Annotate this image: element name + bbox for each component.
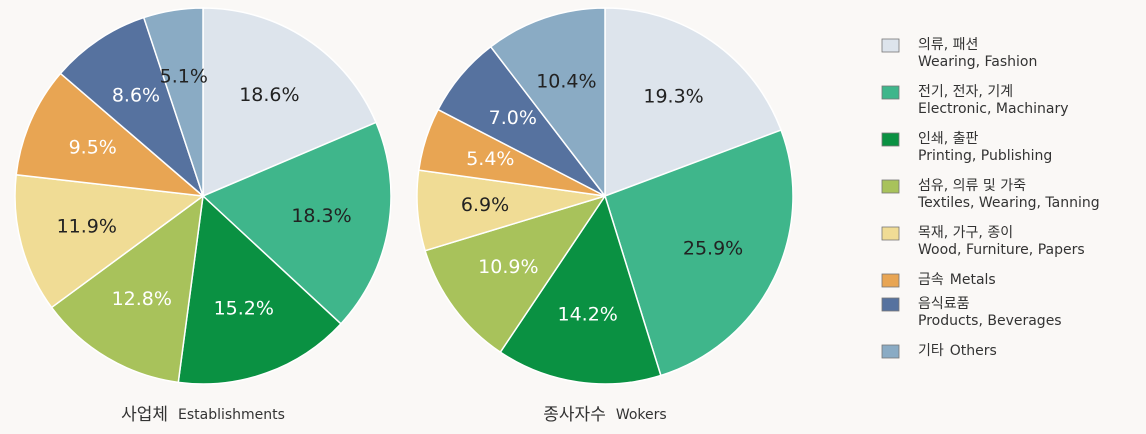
pie-slice [50, 194, 204, 384]
slice-label: 8.6% [112, 85, 160, 107]
pie-slice [202, 7, 377, 198]
pie-slice [142, 7, 204, 197]
pie-slice [604, 129, 794, 377]
pie-slice [177, 194, 342, 385]
pie-slice [499, 194, 662, 385]
legend-label-ko: 음식료품 [918, 296, 970, 312]
slice-label: 11.9% [57, 216, 117, 238]
pie-slice [15, 72, 206, 198]
slice-label: 7.0% [489, 107, 537, 129]
legend-swatch [881, 179, 900, 194]
pie-title-ko: 종사자수 [543, 405, 606, 425]
legend-label-en: Wood, Furniture, Papers [918, 242, 1085, 258]
slice-label: 15.2% [214, 298, 274, 320]
pie-title-en: Wokers [616, 407, 667, 423]
pie-slice [14, 173, 205, 309]
legend-label-ko: 섬유, 의류 및 가죽 [918, 178, 1026, 194]
pie-slice [424, 194, 607, 354]
legend-label-ko: 금속 [918, 272, 944, 288]
slice-label: 18.6% [239, 84, 299, 106]
slice-label: 25.9% [683, 237, 743, 259]
slice-label: 10.9% [478, 256, 538, 278]
legend-label-en: Textiles, Wearing, Tanning [917, 195, 1100, 211]
pie-slice [201, 121, 392, 325]
legend-label-en: Electronic, Machinary [918, 101, 1069, 117]
pie-title: 사업체 Establishments [121, 405, 285, 425]
legend-label-ko: 의류, 패션 [918, 37, 978, 53]
legend-label-en: Metals [950, 272, 996, 288]
pie-title-ko: 사업체 [121, 405, 168, 425]
legend-label: 기타 Others [918, 343, 997, 359]
pie-title-en: Establishments [178, 407, 285, 423]
legend-swatch [881, 297, 900, 312]
pie-slice [604, 7, 783, 198]
legend-label-en: Wearing, Fashion [918, 54, 1037, 70]
pie-slice [59, 16, 205, 199]
legend-label-ko: 전기, 전자, 기계 [918, 84, 1013, 100]
slice-label: 18.3% [291, 205, 351, 227]
slice-label: 5.1% [160, 66, 208, 88]
slice-label: 12.8% [112, 288, 172, 310]
legend-swatch [881, 38, 900, 53]
legend-label: 금속 Metals [918, 272, 996, 288]
slice-label: 9.5% [69, 136, 117, 158]
legend-label-en: Products, Beverages [918, 313, 1062, 329]
legend-label-ko: 인쇄, 출판 [918, 131, 979, 147]
legend-swatch [881, 273, 900, 288]
slice-label: 5.4% [466, 148, 514, 170]
legend-label-ko: 목재, 가구, 종이 [918, 225, 1013, 241]
slice-label: 14.2% [557, 304, 617, 326]
pie-title: 종사자수 Wokers [543, 405, 666, 425]
legend-swatch [881, 344, 900, 359]
legend-label-ko: 기타 [918, 343, 944, 359]
pie-slice [489, 7, 606, 199]
legend-swatch [881, 85, 900, 100]
legend-label-en: Printing, Publishing [918, 148, 1052, 164]
slice-label: 6.9% [461, 194, 509, 216]
slice-label: 19.3% [643, 86, 703, 108]
legend-swatch [881, 226, 900, 241]
legend-swatch [881, 132, 900, 147]
legend-label-en: Others [950, 343, 997, 359]
slice-label: 10.4% [536, 71, 596, 93]
